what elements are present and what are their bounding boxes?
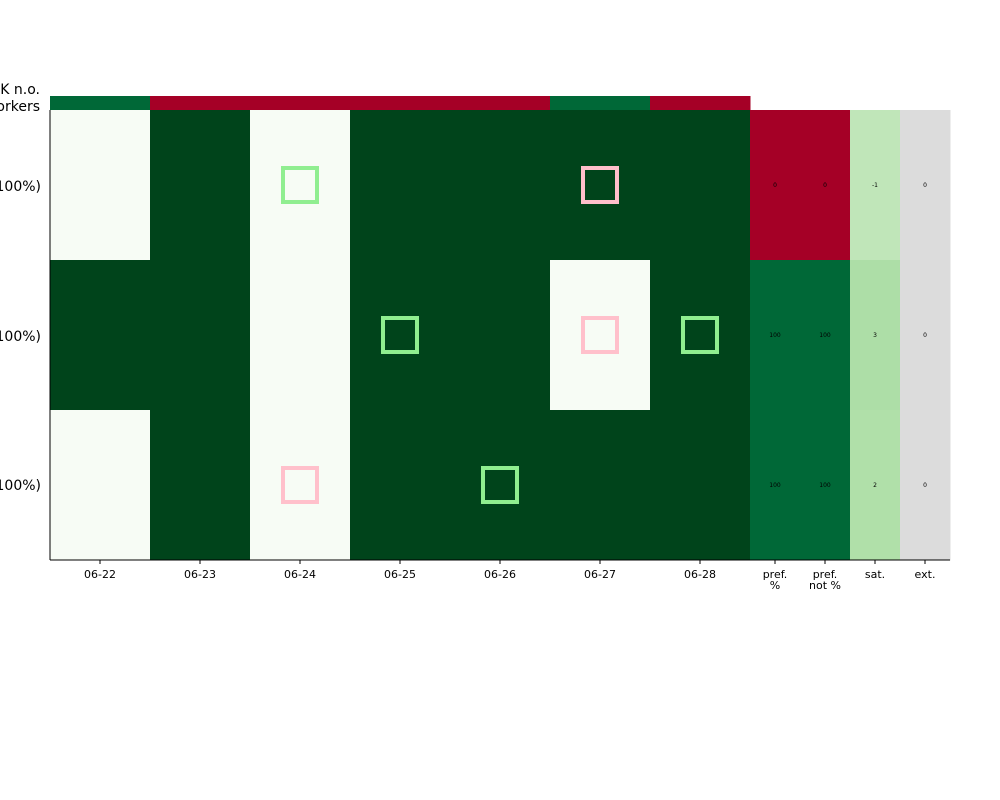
stat-cell xyxy=(750,260,801,411)
preference-markers xyxy=(281,166,719,504)
stat-value: 2 xyxy=(873,482,877,489)
labels: K n.o. orkers 100%) 100%) 100%) xyxy=(0,82,41,494)
row-label: 100%) xyxy=(0,478,41,494)
schedule-cell xyxy=(550,110,651,261)
stat-cell xyxy=(800,110,851,261)
x-tick-label: 06-22 xyxy=(84,568,116,581)
stat-value: 0 xyxy=(773,182,777,189)
x-tick-label: % xyxy=(770,579,780,592)
x-tick-label: 06-23 xyxy=(184,568,216,581)
schedule-cell xyxy=(50,260,151,411)
stat-value: 0 xyxy=(923,482,927,489)
x-tick-label: 06-24 xyxy=(284,568,316,581)
schedule-cell xyxy=(650,110,751,261)
stat-value: 0 xyxy=(823,182,827,189)
preferred-marker xyxy=(481,466,519,504)
schedule-cell xyxy=(450,110,551,261)
schedule-cell xyxy=(550,410,651,561)
schedule-cell xyxy=(150,260,251,411)
stat-cell xyxy=(900,110,951,261)
schedule-cell xyxy=(650,260,751,411)
schedule-cell xyxy=(350,260,451,411)
not-preferred-marker xyxy=(581,316,619,354)
ok-cell xyxy=(450,96,551,110)
schedule-cell xyxy=(350,410,451,561)
row-label: 100%) xyxy=(0,329,41,345)
x-tick-label: 06-27 xyxy=(584,568,616,581)
ok-cell xyxy=(250,96,351,110)
schedule-cell xyxy=(50,110,151,261)
ok-cell xyxy=(150,96,251,110)
stat-cell xyxy=(750,110,801,261)
assignment-cells xyxy=(50,110,751,561)
stat-cell xyxy=(900,410,951,561)
schedule-cell xyxy=(50,410,151,561)
schedule-cell xyxy=(550,260,651,411)
ok-cell xyxy=(650,96,751,110)
preferred-marker xyxy=(281,166,319,204)
x-tick-label: 06-25 xyxy=(384,568,416,581)
row-label: 100%) xyxy=(0,179,41,195)
stat-value: -1 xyxy=(872,182,878,189)
schedule-cell xyxy=(250,110,351,261)
schedule-cell xyxy=(250,260,351,411)
ok-workers-row xyxy=(50,96,751,110)
x-ticks: 06-22 06-23 06-24 06-25 06-26 06-27 06-28 pref.… xyxy=(84,560,935,592)
stat-cell xyxy=(850,410,901,561)
stats-cells: 0 0 -1 0 100 100 3 0 100 100 2 0 xyxy=(750,110,951,561)
stat-cell xyxy=(800,410,851,561)
schedule-cell xyxy=(350,110,451,261)
stat-value: 100 xyxy=(769,332,781,339)
stat-value: 100 xyxy=(819,332,831,339)
stat-value: 100 xyxy=(819,482,831,489)
x-tick-label: sat. xyxy=(865,568,885,581)
ok-cell xyxy=(350,96,451,110)
x-tick-label: 06-28 xyxy=(684,568,716,581)
stat-value: 3 xyxy=(873,332,877,339)
stat-cell xyxy=(850,260,901,411)
x-tick-label: ext. xyxy=(915,568,936,581)
x-tick-label: not % xyxy=(809,579,841,592)
x-tick-label: pref. xyxy=(813,568,838,581)
not-preferred-marker xyxy=(281,466,319,504)
stat-cell xyxy=(750,410,801,561)
schedule-cell xyxy=(450,410,551,561)
ok-cell xyxy=(50,96,151,110)
stat-value: 0 xyxy=(923,332,927,339)
top-label-line-2: orkers xyxy=(0,99,40,115)
stat-cell xyxy=(800,260,851,411)
stat-cell xyxy=(900,260,951,411)
schedule-cell xyxy=(250,410,351,561)
not-preferred-marker xyxy=(581,166,619,204)
schedule-cell xyxy=(650,410,751,561)
preferred-marker xyxy=(381,316,419,354)
schedule-cell xyxy=(150,410,251,561)
x-tick-label: 06-26 xyxy=(484,568,516,581)
ok-cell xyxy=(550,96,651,110)
top-label-line-1: K n.o. xyxy=(0,82,40,98)
schedule-cell xyxy=(150,110,251,261)
x-tick-label: pref. xyxy=(763,568,788,581)
stat-value: 0 xyxy=(923,182,927,189)
preferred-marker xyxy=(681,316,719,354)
stat-cell xyxy=(850,110,901,261)
schedule-cell xyxy=(450,260,551,411)
stat-value: 100 xyxy=(769,482,781,489)
